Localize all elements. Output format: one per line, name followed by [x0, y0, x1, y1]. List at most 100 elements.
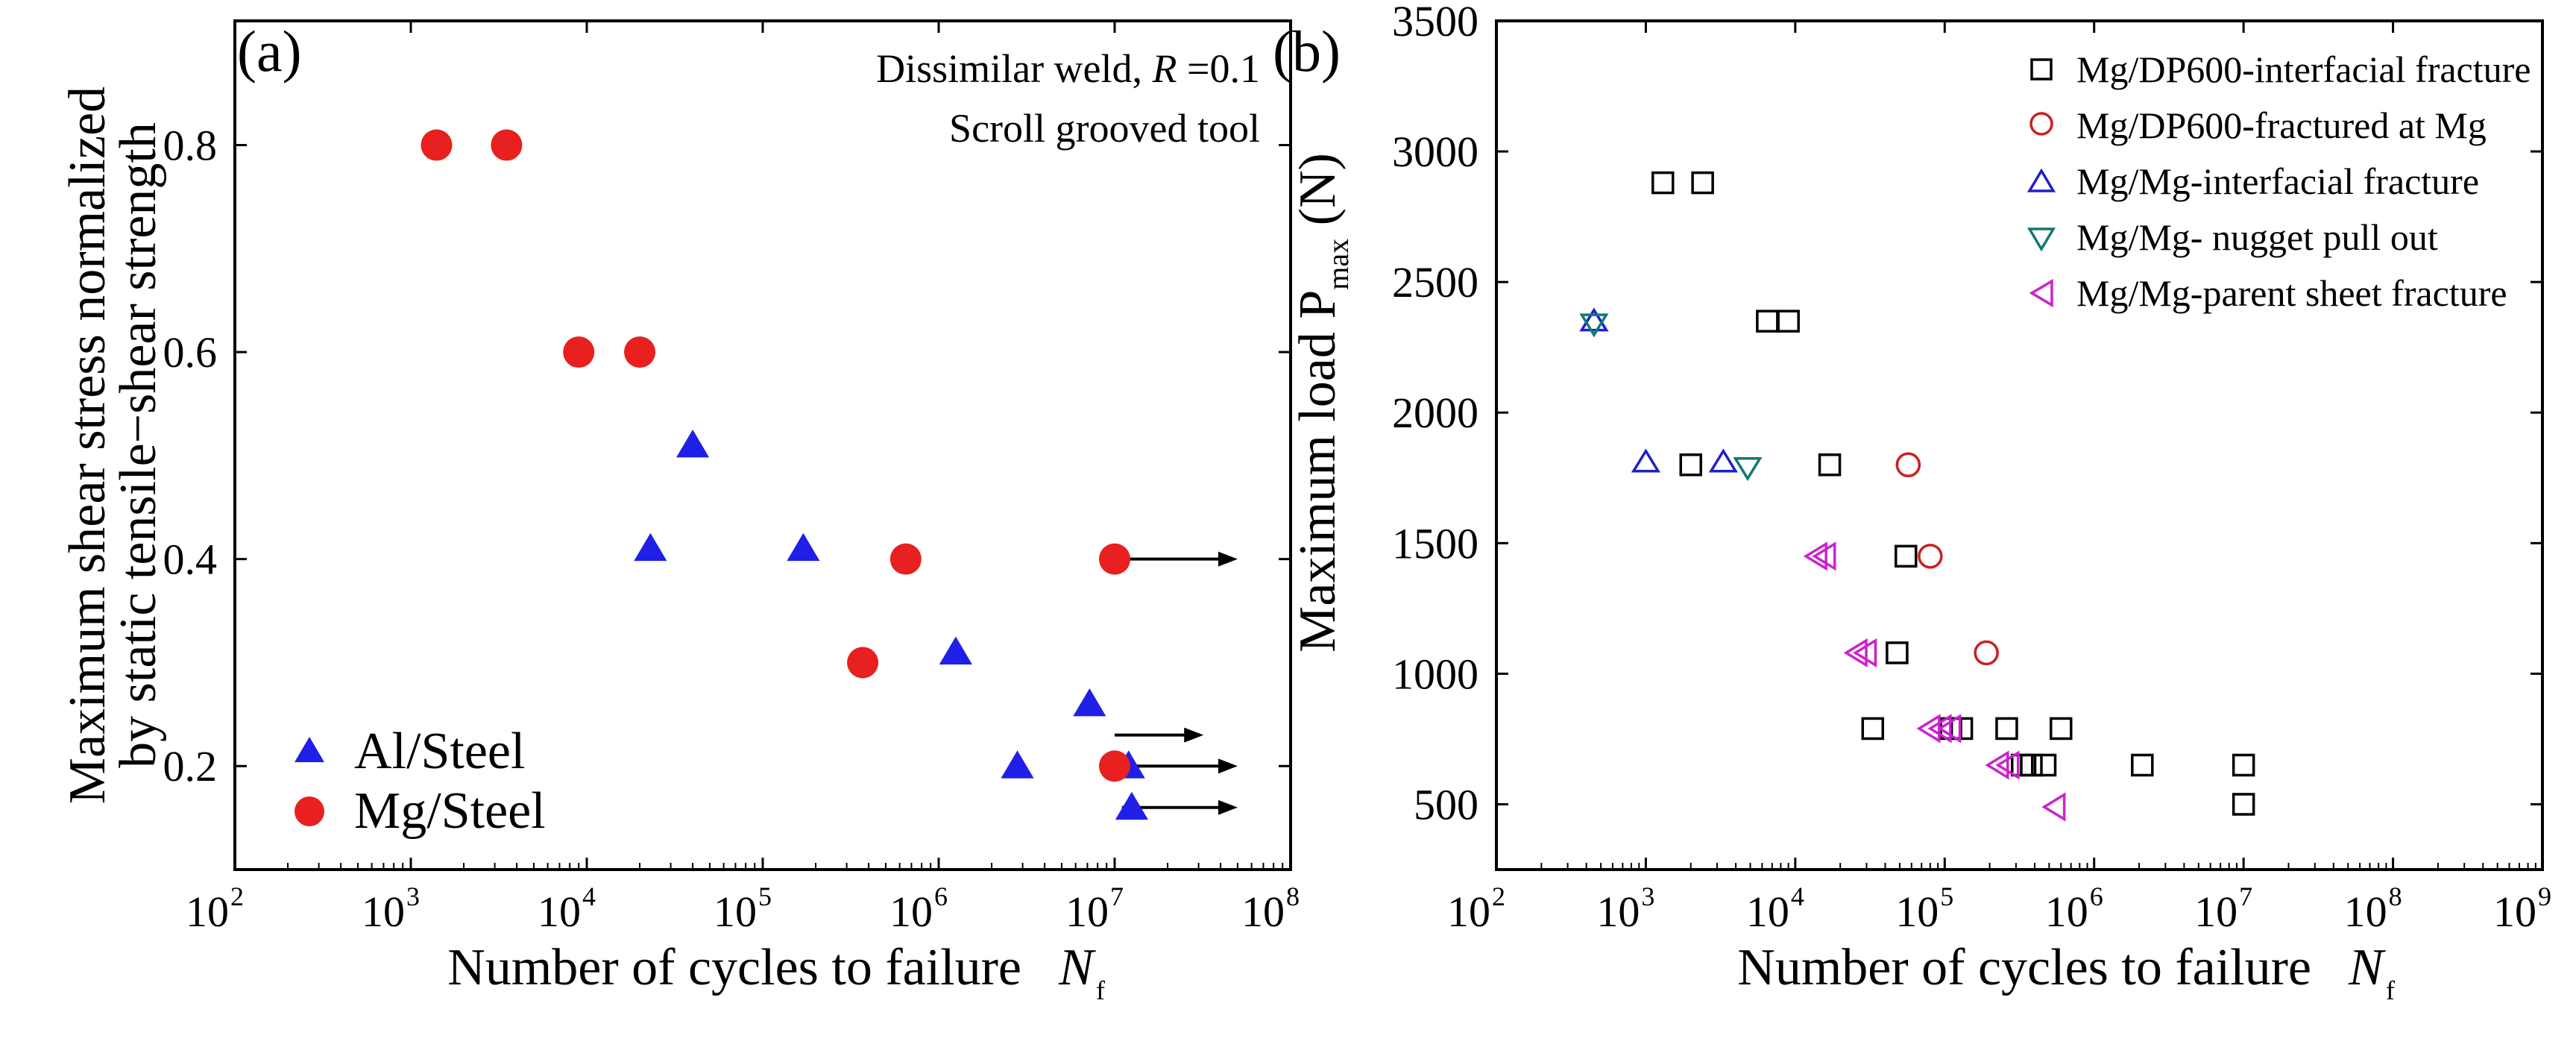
panel-b-legend-label-4: Mg/Mg- nugget pull out	[2076, 216, 2438, 258]
panel-b-series-4-point-6	[1937, 714, 1962, 744]
panel-a-annotation-line1: Dissimilar weld, R =0.1	[876, 46, 1260, 91]
panel-b-x-tick-label-2: 10	[1746, 887, 1789, 936]
panel-b-x-axis-title: Number of cycles to failure	[1737, 939, 2311, 996]
panel-b-series-4-point-5	[1927, 714, 1952, 744]
panel-a-series-0-point-0	[676, 430, 710, 458]
panel-a-annotation-line2: Scroll grooved tool	[949, 106, 1260, 151]
panel-b-series-0-point-5	[1818, 453, 1842, 477]
panel-b-series-4-point-9	[2041, 792, 2066, 822]
panel-a-legend-marker-mg-steel	[295, 796, 324, 826]
panel-a-series-1-point-1	[491, 129, 523, 161]
panel-b-x-tick-label-6: 10	[2344, 887, 2387, 936]
panel-a-x-tick-exp-4: 6	[934, 882, 948, 911]
panel-a-x-axis-symbol: N	[1058, 939, 1096, 996]
panel-b-series-4-point-1	[1812, 541, 1836, 571]
panel-b-x-tick-exp-5: 7	[2239, 882, 2252, 911]
panel-a-ticks: 10 2 10 3 10 4 10 5 10 6 10 7 10 80.20.40.60.8	[163, 21, 1300, 936]
panel-b-series-3-point-0	[1579, 313, 1609, 338]
panel-b-x-axis-symbol: N	[2348, 939, 2386, 996]
panel-a-x-tick-exp-1: 3	[406, 882, 420, 911]
panel-a-series-1-point-2	[563, 336, 595, 368]
panel-b-series-0-point-17	[2232, 753, 2255, 777]
panel-a-series-1-point-4	[889, 543, 922, 575]
panel-b-series-2-point-1	[1631, 448, 1661, 473]
panel-b-x-axis-subscript: f	[2386, 975, 2395, 1005]
panel-b-x-tick-exp-0: 2	[1492, 882, 1505, 911]
panel-b-legend-label-3: Mg/Mg-interfacial fracture	[2076, 160, 2479, 202]
panel-b-y-axis-title: Maximum load Pmax (N)	[1289, 153, 1355, 653]
panel-b-y-tick-label-4: 2500	[1392, 258, 1478, 307]
panel-b-series-0-point-18	[2232, 793, 2255, 816]
panel-a-legend-label-mg-steel: Mg/Steel	[354, 782, 546, 840]
panel-a-runout-arrow-head-0	[1218, 551, 1238, 567]
panel-b-series-4-point-0	[1803, 541, 1827, 571]
panel-b-legend-marker-triangle-up	[2027, 168, 2056, 192]
panel-b-series-0-point-11	[1995, 717, 2018, 741]
panel-a-y-axis-title: Maximum shear stress normalized by stati…	[59, 87, 167, 804]
panel-b-y-axis-title-suffix: (N)	[1289, 153, 1347, 239]
panel-a-annotation-symbol: R	[1152, 46, 1177, 91]
panel-a-x-tick-exp-3: 5	[758, 882, 772, 911]
panel-a-series-1-point-3	[624, 336, 656, 368]
panel-a-x-axis-subscript: f	[1096, 975, 1105, 1005]
panel-a-series-0-point-5	[1001, 750, 1034, 779]
panel-a-series-0-point-7	[1115, 791, 1148, 820]
panel-b-legend-marker-triangle-down	[2027, 227, 2056, 252]
panel-b-series-4-point-8	[1995, 750, 2020, 780]
panel-a-points	[421, 129, 1148, 820]
panel-b-x-tick-label-1: 10	[1596, 887, 1640, 936]
panel-b-series-0-point-16	[2131, 753, 2154, 777]
panel-a-x-tick-label-3: 10	[714, 887, 757, 936]
panel-a-series-1-point-6	[847, 647, 879, 679]
panel-a-x-tick-exp-6: 8	[1286, 882, 1300, 911]
panel-b-series-4-point-7	[1985, 750, 2009, 780]
panel-b-legend-label-2: Mg/DP600-fractured at Mg	[2076, 104, 2487, 146]
panel-a-y-tick-label-0: 0.2	[163, 742, 218, 791]
panel-b-tag: (b)	[1273, 19, 1341, 84]
panel-b-series-0-point-6	[1894, 544, 1918, 568]
panel-a: (a) 10 2 10 3 10 4 10 5 10 6 10 7 10 80.20.40.60.8 Ma…	[59, 19, 1300, 1005]
panel-b-series-1-point-1	[1918, 544, 1943, 569]
panel-b-x-tick-label-7: 10	[2493, 887, 2536, 936]
panel-b-legend-marker-square	[2030, 58, 2053, 81]
panel-a-series-1-point-0	[421, 129, 453, 161]
panel-b-plot-frame	[1495, 19, 2544, 871]
panel-b-legend: Mg/DP600-interfacial fracture Mg/DP600-f…	[2027, 48, 2531, 314]
panel-a-x-tick-label-6: 10	[1241, 887, 1285, 936]
panel-b-points	[1579, 171, 2255, 822]
panel-b-y-tick-label-3: 2000	[1392, 389, 1478, 437]
panel-b-series-1-point-2	[1974, 640, 1999, 666]
panel-a-x-tick-exp-2: 4	[582, 882, 596, 911]
panel-a-legend-marker-al-steel	[295, 737, 324, 762]
panel-b-x-tick-exp-4: 6	[2090, 882, 2103, 911]
panel-a-annotation: Dissimilar weld, R =0.1 Scroll grooved t…	[876, 46, 1260, 151]
panel-b-series-1-point-0	[1895, 452, 1921, 478]
panel-b-y-tick-label-6: 3500	[1392, 0, 1478, 45]
panel-b-series-4-point-3	[1853, 638, 1877, 667]
panel-a-y-tick-label-1: 0.4	[163, 535, 218, 584]
panel-a-y-axis-title-line2: by static tensile−shear strength	[110, 122, 167, 768]
panel-b-x-tick-label-5: 10	[2194, 887, 2238, 936]
panel-b-series-2-point-2	[1708, 448, 1738, 473]
panel-b-y-axis-title-prefix: Maximum load P	[1289, 290, 1347, 653]
panel-a-x-axis-title: Number of cycles to failure	[447, 939, 1021, 996]
panel-a-series-0-point-2	[787, 532, 820, 562]
panel-a-x-tick-label-1: 10	[362, 887, 405, 936]
panel-b-ticks: 10 2 10 3 10 4 10 5 10 6 10 7 10 8 10 95001000150020002…	[1392, 0, 2551, 936]
panel-b-series-0-point-8	[1861, 717, 1885, 741]
panel-a-y-axis-title-line1: Maximum shear stress normalized	[59, 87, 116, 804]
panel-b-legend-marker-circle	[2029, 112, 2053, 136]
panel-a-runout-arrow-head-2	[1184, 727, 1204, 743]
panel-b-x-tick-exp-7: 9	[2538, 882, 2551, 911]
panel-a-annotation-prefix: Dissimilar weld,	[876, 46, 1142, 91]
panel-a-x-tick-exp-5: 7	[1110, 882, 1124, 911]
panel-a-legend: Al/Steel Mg/Steel	[295, 723, 546, 840]
panel-b-y-tick-label-5: 3000	[1392, 128, 1478, 176]
panel-a-annotation-value: =0.1	[1187, 46, 1260, 91]
panel-b-x-tick-exp-3: 5	[1940, 882, 1953, 911]
panel-b-y-axis-title-subscript: max	[1321, 239, 1355, 290]
panel-b-series-0-point-15	[2033, 753, 2057, 777]
panel-b-series-0-point-3	[1777, 309, 1800, 333]
panel-b-y-tick-label-1: 1000	[1392, 650, 1478, 698]
